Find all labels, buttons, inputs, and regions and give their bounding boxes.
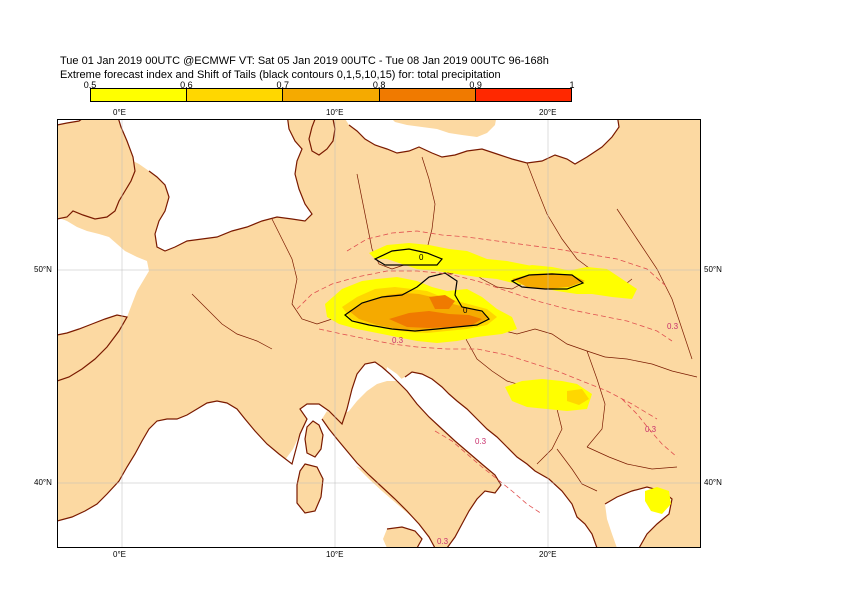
land-iberia — [57, 315, 127, 381]
sot-contours — [344, 248, 585, 332]
lon-label-bottom: 0°E — [113, 550, 126, 559]
land-sardinia — [297, 464, 323, 513]
colorbar-segment — [187, 89, 284, 101]
colorbar-segment — [475, 89, 572, 101]
chart-title: Tue 01 Jan 2019 00UTC @ECMWF VT: Sat 05 … — [60, 55, 549, 67]
contour-label: 0.3 — [392, 336, 404, 345]
lat-label-left: 50°N — [34, 265, 52, 274]
sot-label: 0 — [419, 253, 424, 262]
lat-label-left: 40°N — [34, 478, 52, 487]
lon-label-bottom: 20°E — [539, 550, 557, 559]
sot-label: 0 — [463, 306, 468, 315]
sot-labels: 0 0 — [419, 253, 468, 315]
land-sicily — [383, 527, 422, 548]
colorbar — [90, 88, 572, 102]
adriatic-sea — [385, 367, 529, 507]
western-med — [57, 401, 357, 548]
graticule — [57, 119, 701, 548]
colorbar-segment — [91, 89, 188, 101]
lat-label-right: 50°N — [704, 265, 722, 274]
ionian-sea — [497, 509, 572, 548]
colorbar-tick-label: 0.6 — [180, 80, 193, 90]
lon-label-top: 10°E — [326, 108, 344, 117]
colorbar-tick-label: 0.8 — [372, 80, 386, 90]
contour-label: 0.3 — [475, 437, 487, 446]
map-frame — [57, 119, 701, 548]
land-britain — [57, 119, 135, 219]
colorbar-segment — [283, 89, 380, 101]
colorbar-tick-label: 0.7 — [276, 80, 290, 90]
land-corsica — [305, 421, 323, 457]
baltic-sea — [345, 119, 619, 164]
lon-label-top: 0°E — [113, 108, 126, 117]
contour-label: 0.3 — [437, 537, 449, 546]
contour-label: 0.3 — [667, 322, 679, 331]
contour-label: 0.3 — [645, 425, 657, 434]
colorbar-tick-label: 0.5 — [83, 80, 97, 90]
colorbar-tick-label: 0.9 — [469, 80, 482, 90]
colorbar-tick-label: 1 — [569, 80, 575, 90]
efi-map: 0.3 0.3 0.3 0.3 0.3 0 0 — [57, 119, 701, 548]
lon-label-bottom: 10°E — [326, 550, 344, 559]
coastlines — [57, 119, 673, 548]
land-italy-south — [322, 381, 501, 548]
lat-label-right: 40°N — [704, 478, 722, 487]
efi-dashed-contours — [296, 230, 678, 515]
lon-label-top: 20°E — [539, 108, 557, 117]
land-sweden — [392, 119, 497, 137]
contour-labels: 0.3 0.3 0.3 0.3 0.3 — [392, 322, 679, 546]
chart-subtitle: Extreme forecast index and Shift of Tail… — [60, 69, 501, 81]
colorbar-segment — [379, 89, 476, 101]
